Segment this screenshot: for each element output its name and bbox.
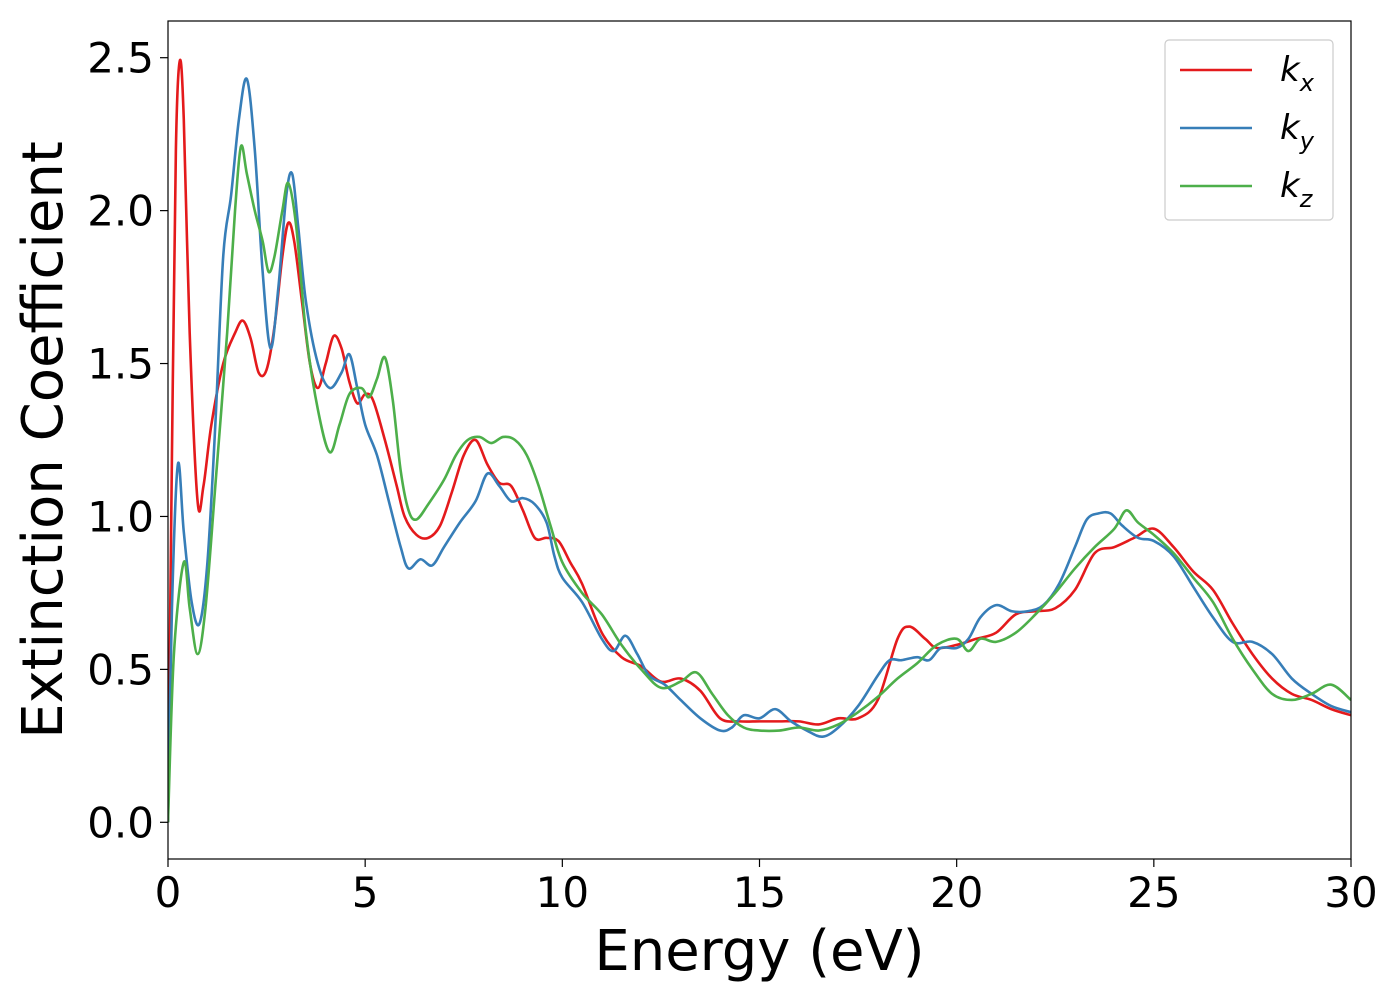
y-axis: 0.0 0.5 1.0 1.5 2.0 2.5 [87, 34, 168, 847]
legend-label-k-y: ky [1280, 108, 1315, 155]
y-tick-label: 2.5 [87, 34, 154, 83]
legend-label-k-z: kz [1280, 166, 1314, 213]
y-tick-label: 1.0 [87, 492, 154, 541]
series-line-k-y [168, 77, 1351, 823]
x-tick-label: 15 [733, 868, 786, 917]
y-tick-label: 0.0 [87, 798, 154, 847]
x-axis: 0 5 10 15 20 25 30 [155, 859, 1378, 917]
x-tick-label: 20 [930, 868, 983, 917]
legend-box [1164, 39, 1334, 221]
x-tick-label: 0 [155, 868, 182, 917]
legend: kx ky kz [1164, 39, 1334, 221]
series-line-k-z [168, 144, 1351, 823]
x-axis-title: Energy (eV) [594, 919, 924, 984]
y-tick-label: 1.5 [87, 340, 154, 389]
series-line-k-x [168, 58, 1351, 823]
series-layer [168, 58, 1351, 823]
x-tick-label: 25 [1127, 868, 1180, 917]
y-tick-label: 0.5 [87, 645, 154, 694]
y-axis-title: Extinction Coefficient [11, 141, 76, 739]
y-tick-label: 2.0 [87, 187, 154, 236]
x-tick-label: 5 [352, 868, 379, 917]
legend-label-k-x: kx [1280, 50, 1315, 97]
x-tick-label: 30 [1324, 868, 1377, 917]
x-tick-label: 10 [536, 868, 589, 917]
